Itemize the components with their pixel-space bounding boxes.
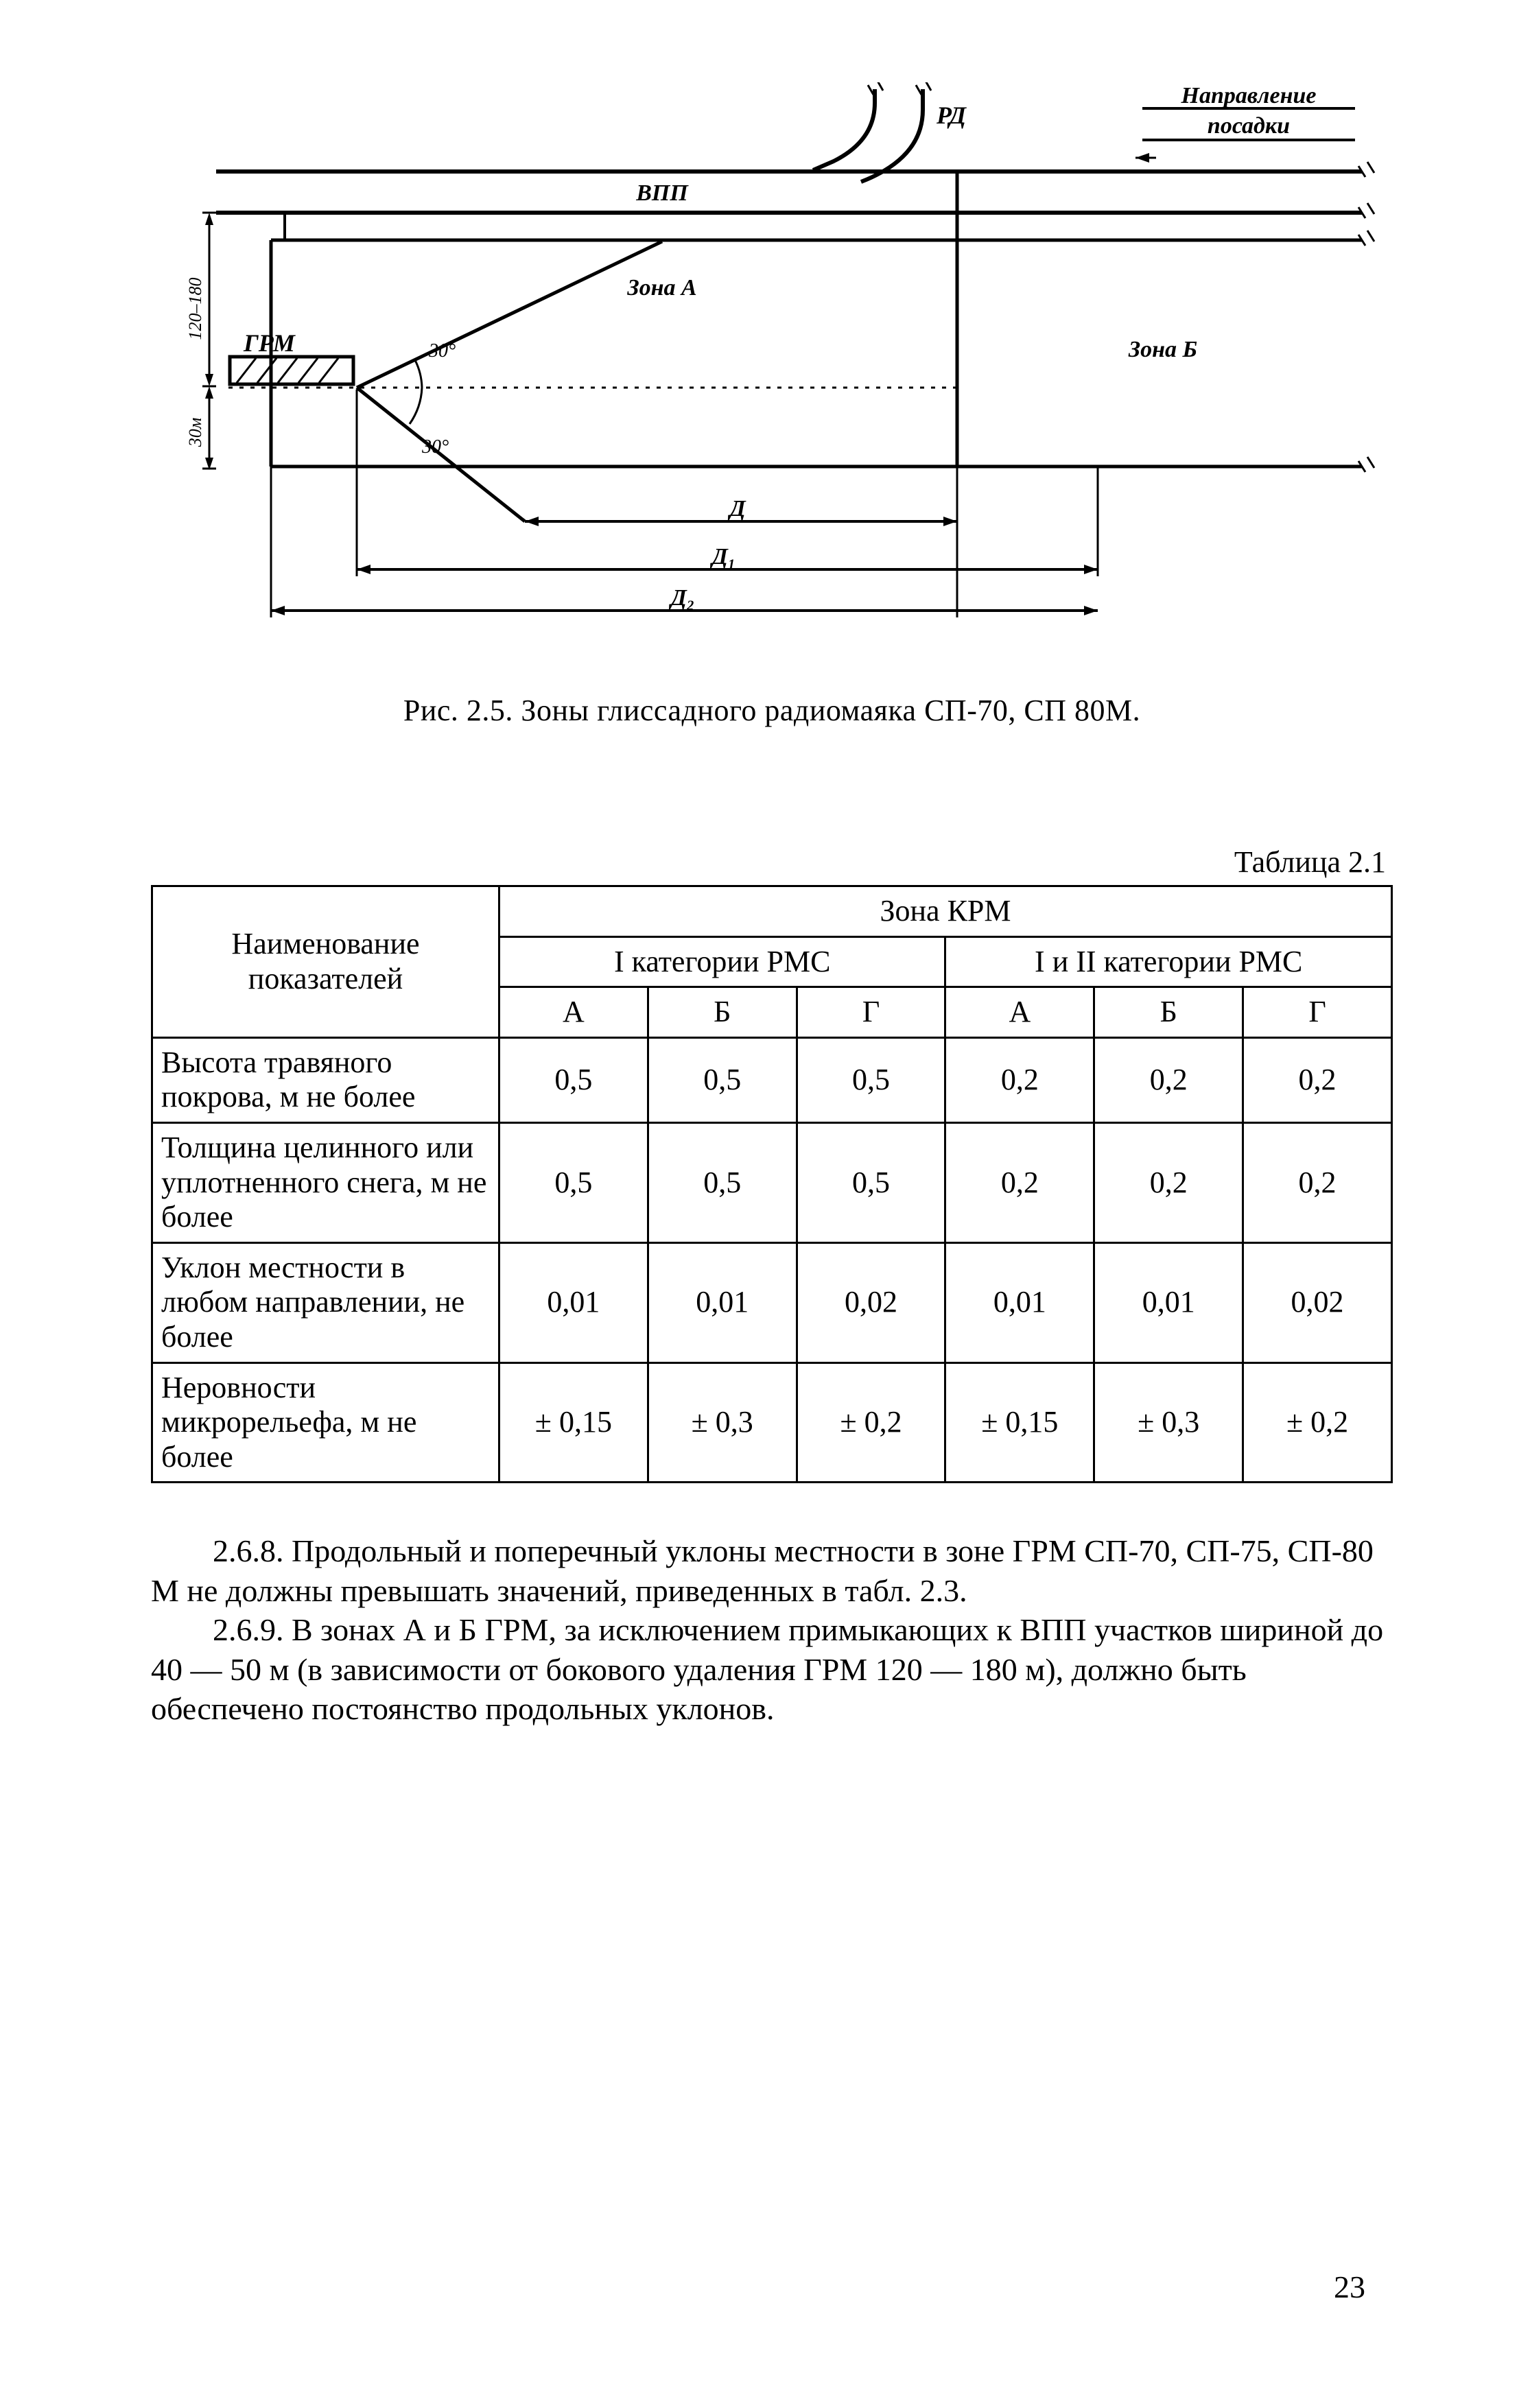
label-direction-top: Направление	[1181, 83, 1317, 108]
cell: ± 0,15	[945, 1362, 1094, 1483]
col-sub-2: Г	[797, 987, 945, 1038]
row-label: Толщина целинного или уплотненного снега…	[152, 1122, 499, 1242]
cell: ± 0,2	[797, 1362, 945, 1483]
table-row: Толщина целинного или уплотненного снега…	[152, 1122, 1392, 1242]
col-sub-4: Б	[1094, 987, 1243, 1038]
row-label: Высота травяного покрова, м не более	[152, 1037, 499, 1122]
cell: 0,5	[648, 1122, 797, 1242]
cell: 0,2	[1243, 1122, 1392, 1242]
col-group2: I и II категории РМС	[945, 936, 1392, 987]
cell: 0,02	[797, 1242, 945, 1362]
label-grm: ГРМ	[243, 329, 296, 357]
label-dim-side-bottom: 30м	[185, 418, 205, 448]
col-super: Зона КРМ	[499, 886, 1391, 937]
cell: ± 0,15	[499, 1362, 648, 1483]
label-angle-bottom: 30°	[421, 436, 449, 458]
label-zone-b: Зона Б	[1128, 337, 1197, 362]
label-dim-d1: Д₁	[709, 544, 735, 569]
table-caption: Таблица 2.1	[151, 845, 1386, 880]
cell: 0,01	[499, 1242, 648, 1362]
figure-caption: Рис. 2.5. Зоны глиссадного радиомаяка СП…	[151, 693, 1393, 728]
cell: 0,2	[945, 1122, 1094, 1242]
col-sub-0: А	[499, 987, 648, 1038]
figure-2-5: Направление посадки РД ВПП Зона А Зона Б…	[168, 82, 1376, 652]
cell: 0,01	[1094, 1242, 1243, 1362]
table-row: Высота травяного покрова, м не более 0,5…	[152, 1037, 1392, 1122]
label-vpp: ВПП	[635, 180, 689, 206]
label-rd: РД	[936, 102, 967, 129]
cell: 0,5	[797, 1037, 945, 1122]
col-sub-3: А	[945, 987, 1094, 1038]
label-dim-d: Д	[727, 496, 746, 521]
paragraph-268: 2.6.8. Продольный и поперечный уклоны ме…	[151, 1531, 1393, 1610]
row-label: Неровности микрорельефа, м не более	[152, 1362, 499, 1483]
diagram-svg: Направление посадки РД ВПП Зона А Зона Б…	[168, 82, 1376, 652]
document-page: Направление посадки РД ВПП Зона А Зона Б…	[0, 0, 1530, 2408]
table-row: Уклон местности в любом направлении, не …	[152, 1242, 1392, 1362]
col-sub-5: Г	[1243, 987, 1392, 1038]
cell: 0,2	[1243, 1037, 1392, 1122]
col-sub-1: Б	[648, 987, 797, 1038]
col-group1: I категории РМС	[499, 936, 945, 987]
col-rowhead: Наименование показателей	[152, 886, 499, 1038]
cell: ± 0,3	[648, 1362, 797, 1483]
cell: 0,02	[1243, 1242, 1392, 1362]
cell: 0,01	[945, 1242, 1094, 1362]
table-2-1: Наименование показателей Зона КРМ I кате…	[151, 885, 1393, 1483]
cell: 0,2	[1094, 1122, 1243, 1242]
cell: 0,01	[648, 1242, 797, 1362]
cell: 0,5	[499, 1122, 648, 1242]
cell: ± 0,2	[1243, 1362, 1392, 1483]
label-dim-side-top: 120–180	[185, 278, 205, 340]
cell: 0,5	[499, 1037, 648, 1122]
page-number: 23	[1334, 2269, 1365, 2305]
body-text: 2.6.8. Продольный и поперечный уклоны ме…	[151, 1531, 1393, 1729]
label-angle-top: 30°	[428, 340, 456, 362]
paragraph-269: 2.6.9. В зонах А и Б ГРМ, за исключением…	[151, 1610, 1393, 1729]
label-dim-d2: Д₂	[668, 585, 694, 611]
label-direction-bottom: посадки	[1208, 113, 1290, 139]
cell: 0,2	[1094, 1037, 1243, 1122]
cell: 0,5	[648, 1037, 797, 1122]
cell: 0,5	[797, 1122, 945, 1242]
cell: 0,2	[945, 1037, 1094, 1122]
label-zone-a: Зона А	[626, 275, 696, 300]
table-row: Неровности микрорельефа, м не более ± 0,…	[152, 1362, 1392, 1483]
cell: ± 0,3	[1094, 1362, 1243, 1483]
row-label: Уклон местности в любом направлении, не …	[152, 1242, 499, 1362]
